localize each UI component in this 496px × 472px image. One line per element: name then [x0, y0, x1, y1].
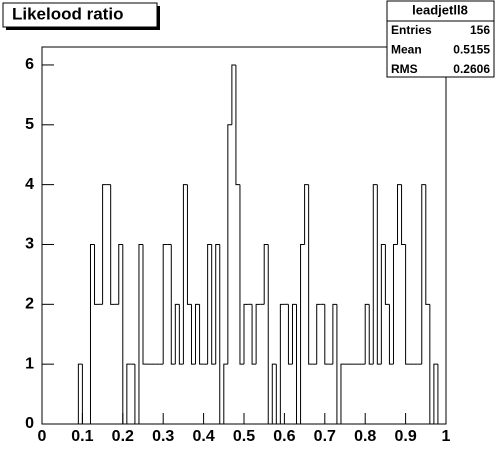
- histogram-bin: [211, 244, 216, 365]
- histogram-bin: [178, 304, 184, 365]
- x-tick-label: 0.7: [314, 428, 336, 445]
- y-tick-label: 6: [25, 56, 34, 73]
- histogram-bin: [425, 184, 430, 305]
- histogram-bin: [287, 304, 293, 365]
- x-tick-label: 0.8: [354, 428, 376, 445]
- x-tick-label: 0.2: [112, 428, 134, 445]
- histogram-bin: [308, 184, 313, 365]
- x-tick-label: 0.1: [71, 428, 93, 445]
- histogram-bin: [186, 184, 192, 305]
- histogram-bin: [94, 244, 99, 305]
- histogram-bin: [380, 243, 386, 365]
- histogram-bin: [118, 243, 123, 305]
- histogram-bin: [199, 304, 204, 365]
- stats-box: [386, 0, 495, 78]
- y-tick-label: 0: [25, 415, 34, 432]
- histogram-bin: [122, 244, 127, 425]
- x-tick-label: 0.6: [273, 428, 295, 445]
- x-tick-label: 1: [442, 428, 451, 445]
- histogram-bin: [279, 303, 285, 424]
- histogram-bin: [421, 184, 426, 365]
- histogram-bin: [227, 124, 232, 365]
- histogram-bin: [142, 244, 148, 365]
- histogram-bin: [364, 303, 370, 365]
- y-tick-label: 4: [25, 176, 34, 193]
- histogram-bin: [263, 243, 269, 305]
- histogram-bin: [170, 244, 176, 365]
- histogram-bin: [336, 304, 341, 425]
- histogram-bin: [304, 184, 309, 245]
- histogram-bin: [324, 304, 329, 365]
- chart-title: Likelood ratio: [12, 4, 123, 23]
- histogram-bin: [275, 364, 281, 425]
- histogram-bin: [401, 184, 406, 245]
- histogram-bin: [316, 303, 321, 365]
- histogram-bin: [110, 184, 115, 305]
- histogram-bin: [433, 363, 438, 424]
- histogram-bin: [372, 184, 378, 365]
- histogram-bin: [384, 244, 390, 305]
- y-tick-label: 1: [25, 355, 34, 372]
- x-tick-label: 0.9: [394, 428, 416, 445]
- histogram-bin: [207, 243, 212, 365]
- histogram-bin: [195, 303, 200, 365]
- histogram-bin: [300, 243, 305, 424]
- stats-label: Entries: [391, 23, 432, 37]
- histogram-bin: [77, 363, 83, 424]
- histogram-bin: [174, 303, 180, 365]
- histogram-bin: [215, 243, 220, 365]
- histogram-bin: [235, 64, 240, 186]
- histogram-bin: [81, 364, 87, 425]
- histogram-bin: [219, 244, 224, 425]
- histogram-bin: [255, 303, 261, 365]
- histogram-bin: [190, 304, 196, 365]
- x-tick-label: 0.4: [192, 428, 214, 445]
- histogram-bin: [437, 364, 442, 425]
- histogram-bin: [332, 303, 337, 365]
- histogram-bin: [340, 363, 345, 424]
- histogram-bin: [392, 243, 398, 365]
- histogram-bin: [102, 184, 107, 305]
- histogram-bin: [162, 243, 168, 365]
- histogram-bin: [368, 304, 374, 365]
- histogram-bin: [231, 64, 236, 125]
- histogram-bin: [267, 244, 273, 425]
- histogram-bin: [405, 244, 410, 365]
- y-tick-label: 5: [25, 116, 34, 133]
- histogram-bin: [271, 363, 277, 424]
- stats-label: Mean: [391, 43, 422, 57]
- stats-label: RMS: [391, 62, 418, 76]
- x-tick-label: 0.5: [233, 428, 255, 445]
- histogram-bin: [376, 184, 382, 365]
- histogram-bin: [397, 184, 402, 245]
- stats-value: 0.2606: [453, 62, 490, 76]
- x-tick-label: 0.3: [152, 428, 174, 445]
- histogram-bin: [429, 304, 434, 425]
- title-box: [2, 2, 158, 28]
- stats-value: 0.5155: [453, 43, 490, 57]
- histogram-bin: [126, 363, 131, 424]
- histogram-bin: [243, 303, 249, 365]
- histogram-bin: [239, 184, 244, 365]
- y-tick-label: 2: [25, 296, 34, 313]
- x-tick-label: 0: [38, 428, 47, 445]
- histogram-bin: [251, 304, 257, 365]
- histogram-bin: [291, 303, 297, 365]
- histogram-bin: [296, 304, 301, 425]
- histogram-bin: [134, 364, 139, 425]
- histogram-bin: [138, 243, 143, 424]
- histogram-bin: [89, 243, 95, 424]
- y-tick-label: 3: [25, 236, 34, 253]
- stats-value: 156: [470, 23, 490, 37]
- histogram-bin: [182, 184, 188, 365]
- histogram-bin: [388, 304, 394, 365]
- histogram-bin: [223, 363, 228, 424]
- stats-title: leadjetll8: [412, 2, 468, 17]
